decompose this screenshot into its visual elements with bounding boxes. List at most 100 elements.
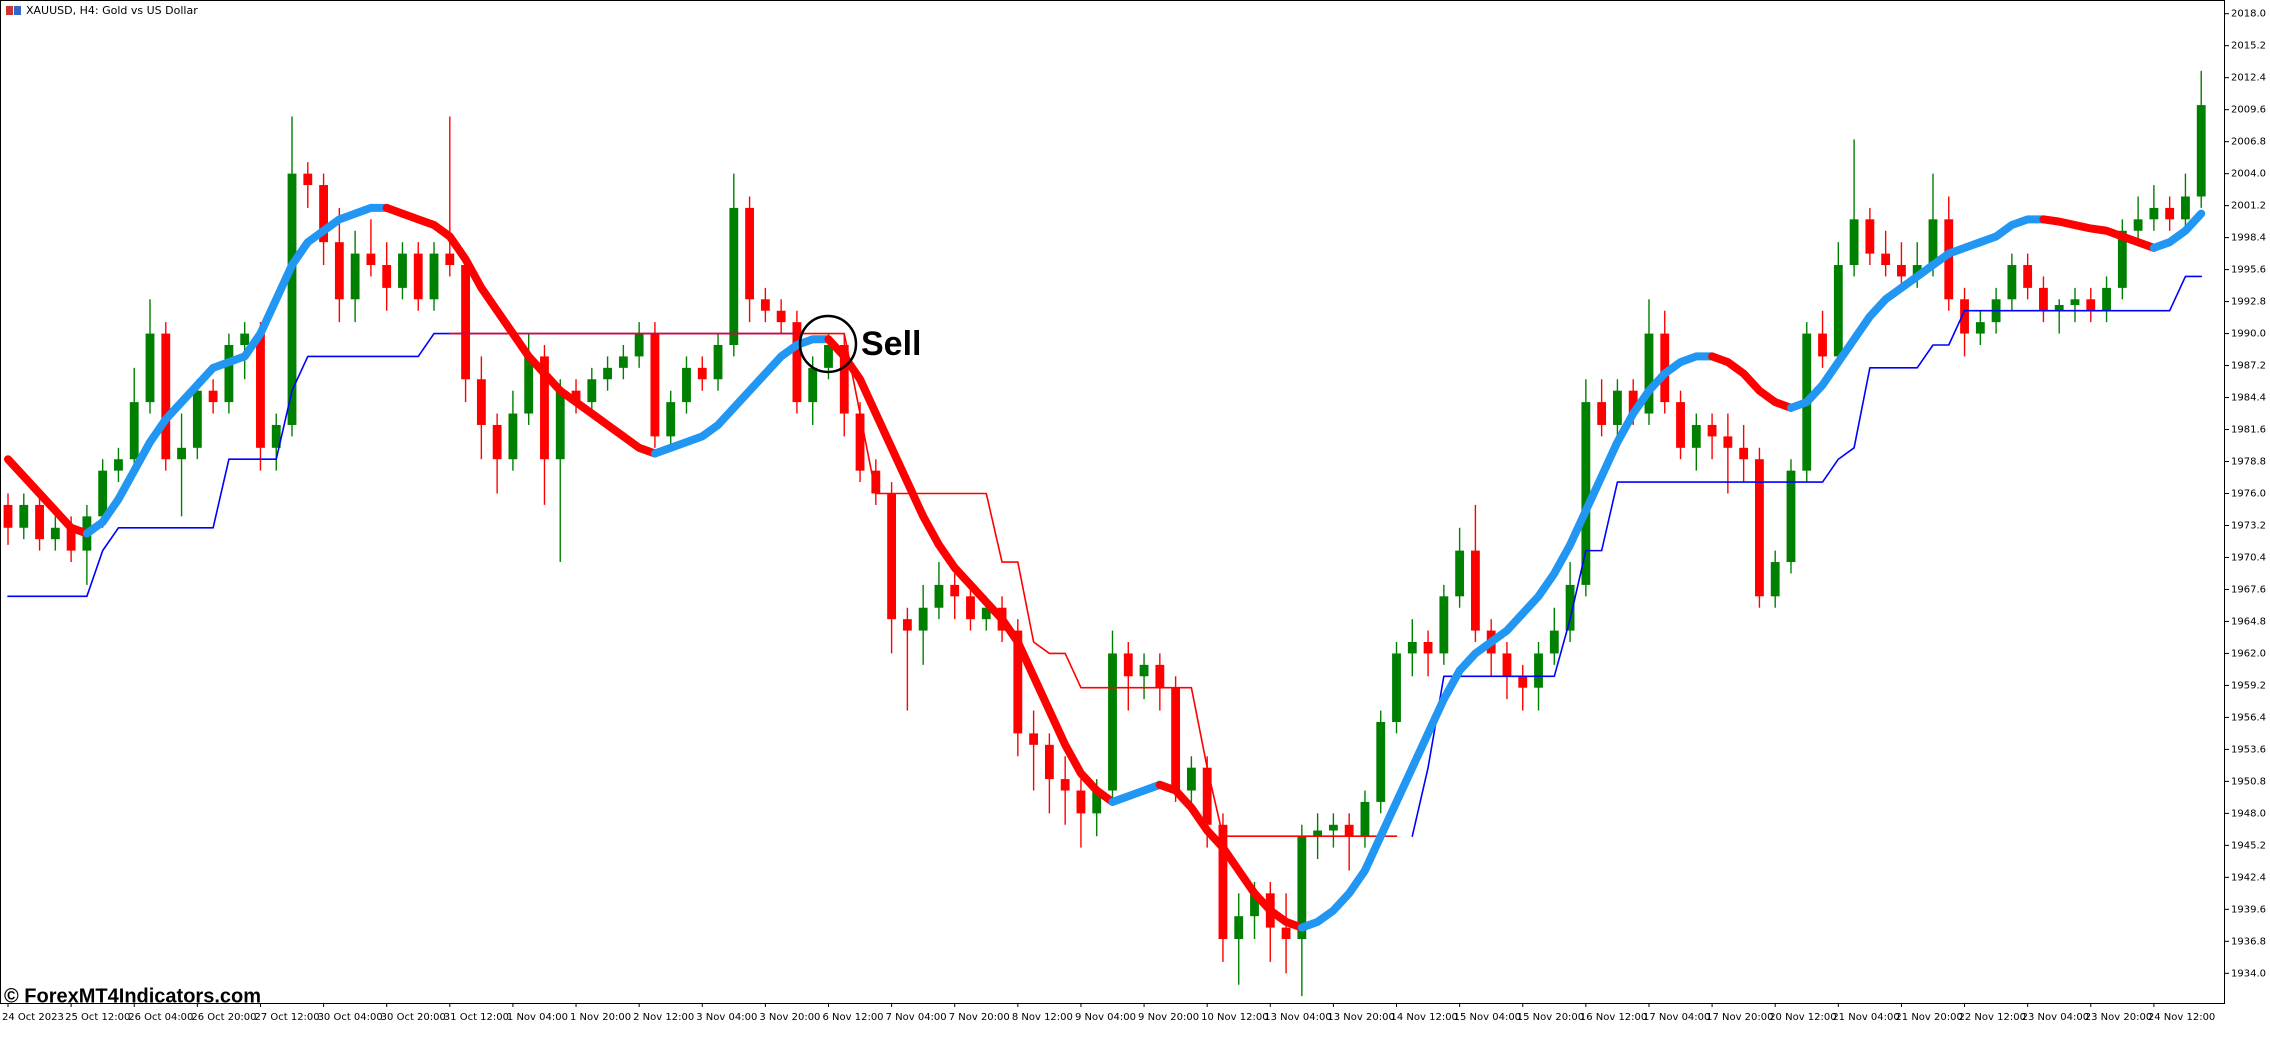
x-tick-label: 16 Nov 12:00 — [1580, 1012, 1647, 1023]
candle-body — [461, 265, 470, 380]
candle-body — [666, 402, 676, 437]
y-tick-label: 2004.0 — [2231, 169, 2266, 180]
candle-body — [1581, 402, 1591, 585]
candle-body — [2196, 105, 2206, 197]
lower-band — [1411, 275, 2203, 838]
candle-body — [1755, 459, 1764, 597]
candle-body — [1281, 927, 1291, 940]
y-tick-label: 1948.0 — [2231, 808, 2266, 819]
trend-line — [4, 455, 91, 538]
candle-body — [776, 310, 786, 323]
trend-line — [2039, 215, 2158, 252]
candle-body — [2117, 230, 2127, 288]
candle-body — [618, 356, 628, 368]
candle-body — [1628, 390, 1638, 414]
x-tick-label: 7 Nov 20:00 — [949, 1012, 1010, 1023]
candle-body — [287, 173, 297, 425]
y-tick-label: 2006.8 — [2231, 137, 2266, 148]
chart-title: XAUUSD, H4: Gold vs US Dollar — [26, 4, 198, 17]
x-tick-label: 6 Nov 12:00 — [822, 1012, 883, 1023]
candle-body — [887, 493, 897, 620]
candle-body — [2086, 299, 2096, 311]
candle-body — [1013, 630, 1023, 734]
y-tick-label: 2018.0 — [2231, 9, 2266, 20]
x-tick-label: 15 Nov 04:00 — [1454, 1012, 1521, 1023]
trend-line — [1708, 352, 1795, 412]
candle-body — [2133, 219, 2143, 231]
x-tick-label: 30 Oct 20:00 — [381, 1012, 446, 1023]
candle-body — [1960, 299, 1969, 334]
y-tick-label: 1964.8 — [2231, 616, 2266, 627]
x-tick-label: 27 Oct 12:00 — [254, 1012, 319, 1023]
candle-body — [792, 322, 802, 403]
x-tick-label: 20 Nov 12:00 — [1769, 1012, 1836, 1023]
x-tick-label: 3 Nov 20:00 — [759, 1012, 820, 1023]
x-tick-label: 17 Nov 04:00 — [1643, 1012, 1710, 1023]
trend-line — [1297, 352, 1717, 932]
x-tick-label: 1 Nov 20:00 — [570, 1012, 631, 1023]
candle-body — [35, 504, 44, 540]
candle-body — [1139, 664, 1149, 677]
candle-body — [603, 367, 613, 380]
candle-body — [240, 333, 250, 345]
candle-body — [1202, 767, 1212, 825]
candle-body — [1723, 436, 1733, 448]
x-tick-label: 17 Nov 20:00 — [1706, 1012, 1773, 1023]
candle-body — [729, 207, 739, 345]
candle-body — [1707, 424, 1717, 437]
x-tick-label: 21 Nov 20:00 — [1895, 1012, 1962, 1023]
candle-body — [366, 253, 376, 266]
plot-frame — [0, 0, 2225, 1004]
candle-body — [1344, 824, 1354, 837]
x-tick-label: 13 Nov 20:00 — [1327, 1012, 1394, 1023]
candle-body — [745, 207, 755, 300]
y-tick-label: 2015.2 — [2231, 41, 2266, 52]
icon-part — [14, 6, 21, 15]
y-tick-label: 1978.8 — [2231, 457, 2266, 468]
candle-body — [271, 424, 281, 448]
y-tick-label: 1945.2 — [2231, 840, 2266, 851]
annotation: Sell — [861, 325, 921, 363]
y-tick-label: 1934.0 — [2231, 968, 2266, 979]
y-tick-label: 1962.0 — [2231, 648, 2266, 659]
candle-body — [1328, 824, 1338, 831]
candle-body — [1660, 333, 1670, 403]
candle-body — [1060, 779, 1070, 791]
candle-body — [224, 344, 234, 403]
candle-body — [824, 344, 833, 368]
candle-body — [1944, 219, 1954, 300]
x-tick-label: 24 Oct 2023 — [2, 1012, 64, 1023]
candle-body — [1676, 402, 1685, 448]
y-tick-label: 2009.6 — [2231, 105, 2266, 116]
y-tick-label: 1950.8 — [2231, 776, 2266, 787]
annotation-circle — [798, 314, 858, 374]
y-tick-label: 1953.6 — [2231, 744, 2266, 755]
candle-body — [1155, 664, 1165, 688]
candle-body — [1818, 333, 1827, 357]
candle-body — [1250, 893, 1259, 917]
candle-body — [1833, 265, 1843, 357]
icon-part — [6, 6, 13, 15]
candle-body — [177, 447, 186, 460]
candle-body — [445, 253, 455, 266]
candle-body — [334, 242, 344, 300]
candle-body — [1518, 676, 1528, 688]
marks — [3, 70, 2206, 997]
x-tick-label: 10 Nov 12:00 — [1201, 1012, 1268, 1023]
candle-body — [319, 185, 328, 243]
candle-body — [145, 333, 155, 403]
candle-body — [1218, 824, 1228, 940]
candle-body — [1376, 721, 1386, 802]
candle-body — [981, 607, 991, 620]
candle-body — [429, 253, 439, 300]
y-tick-label: 2012.4 — [2231, 73, 2266, 84]
y-tick-label: 1942.4 — [2231, 872, 2266, 883]
y-tick-label: 1939.6 — [2231, 904, 2266, 915]
x-tick-label: 3 Nov 04:00 — [696, 1012, 757, 1023]
candle-body — [1534, 653, 1543, 688]
candle-body — [555, 390, 565, 460]
candle-body — [192, 390, 202, 448]
candle-body — [2039, 287, 2048, 311]
candle-body — [571, 390, 581, 403]
